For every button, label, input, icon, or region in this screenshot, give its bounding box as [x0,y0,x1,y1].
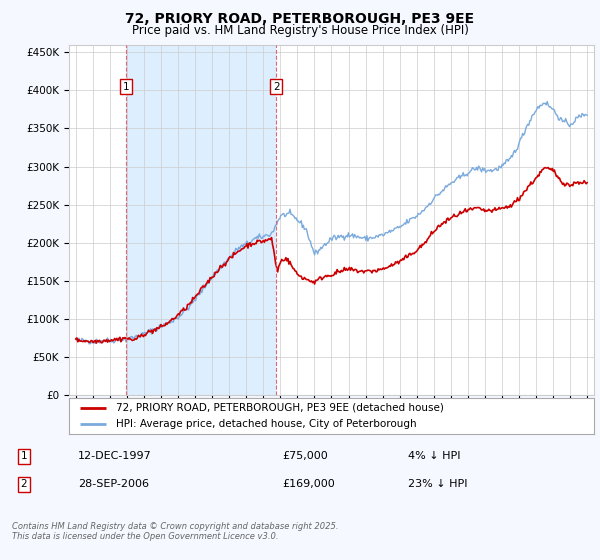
Text: 72, PRIORY ROAD, PETERBOROUGH, PE3 9EE (detached house): 72, PRIORY ROAD, PETERBOROUGH, PE3 9EE (… [116,403,444,413]
Text: Contains HM Land Registry data © Crown copyright and database right 2025.
This d: Contains HM Land Registry data © Crown c… [12,522,338,542]
Text: 72, PRIORY ROAD, PETERBOROUGH, PE3 9EE: 72, PRIORY ROAD, PETERBOROUGH, PE3 9EE [125,12,475,26]
Text: 23% ↓ HPI: 23% ↓ HPI [408,479,467,489]
Text: £75,000: £75,000 [282,451,328,461]
Text: 1: 1 [123,82,130,92]
Text: Price paid vs. HM Land Registry's House Price Index (HPI): Price paid vs. HM Land Registry's House … [131,24,469,36]
Bar [126,45,276,395]
Text: 12-DEC-1997: 12-DEC-1997 [78,451,152,461]
Text: 2: 2 [20,479,28,489]
Text: 1: 1 [20,451,28,461]
Text: 2: 2 [273,82,280,92]
Text: £169,000: £169,000 [282,479,335,489]
Text: 28-SEP-2006: 28-SEP-2006 [78,479,149,489]
Text: HPI: Average price, detached house, City of Peterborough: HPI: Average price, detached house, City… [116,419,417,429]
Text: 4% ↓ HPI: 4% ↓ HPI [408,451,461,461]
